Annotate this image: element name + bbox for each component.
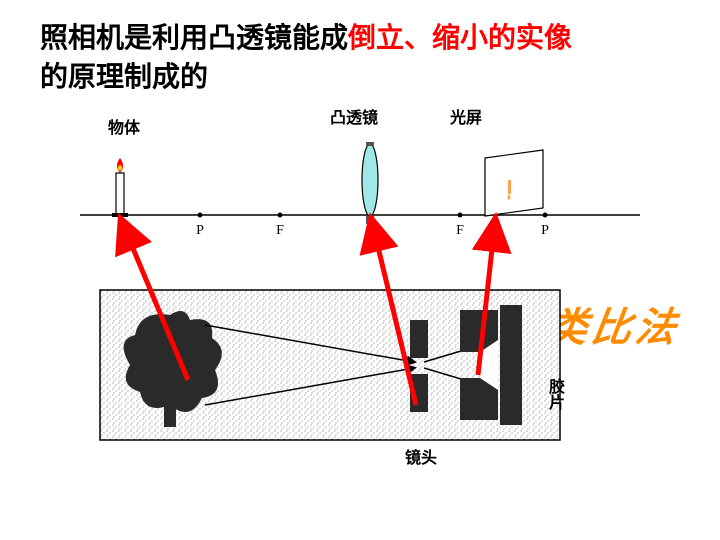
convex-lens	[362, 142, 378, 224]
title-highlight: 倒立、缩小的实像	[348, 22, 572, 53]
candle-object	[112, 158, 128, 217]
svg-text:F: F	[276, 223, 284, 238]
slide-title: 照相机是利用凸透镜能成倒立、缩小的实像 的原理制成的	[40, 18, 572, 96]
title-prefix: 照相机是利用凸透镜能成	[40, 22, 348, 53]
film-block	[500, 305, 522, 425]
camera-analogy	[100, 290, 560, 440]
optics-diagram: P F F P	[40, 130, 680, 470]
label-lens: 凸透镜	[330, 104, 378, 128]
label-camera-lens: 镜头	[405, 444, 437, 468]
title-suffix: 的原理制成的	[40, 61, 208, 92]
svg-text:F: F	[456, 223, 464, 238]
svg-text:P: P	[541, 223, 549, 238]
label-screen: 光屏	[450, 104, 482, 128]
image-screen	[485, 150, 543, 216]
svg-text:P: P	[196, 223, 204, 238]
label-film: 胶片	[546, 378, 562, 410]
